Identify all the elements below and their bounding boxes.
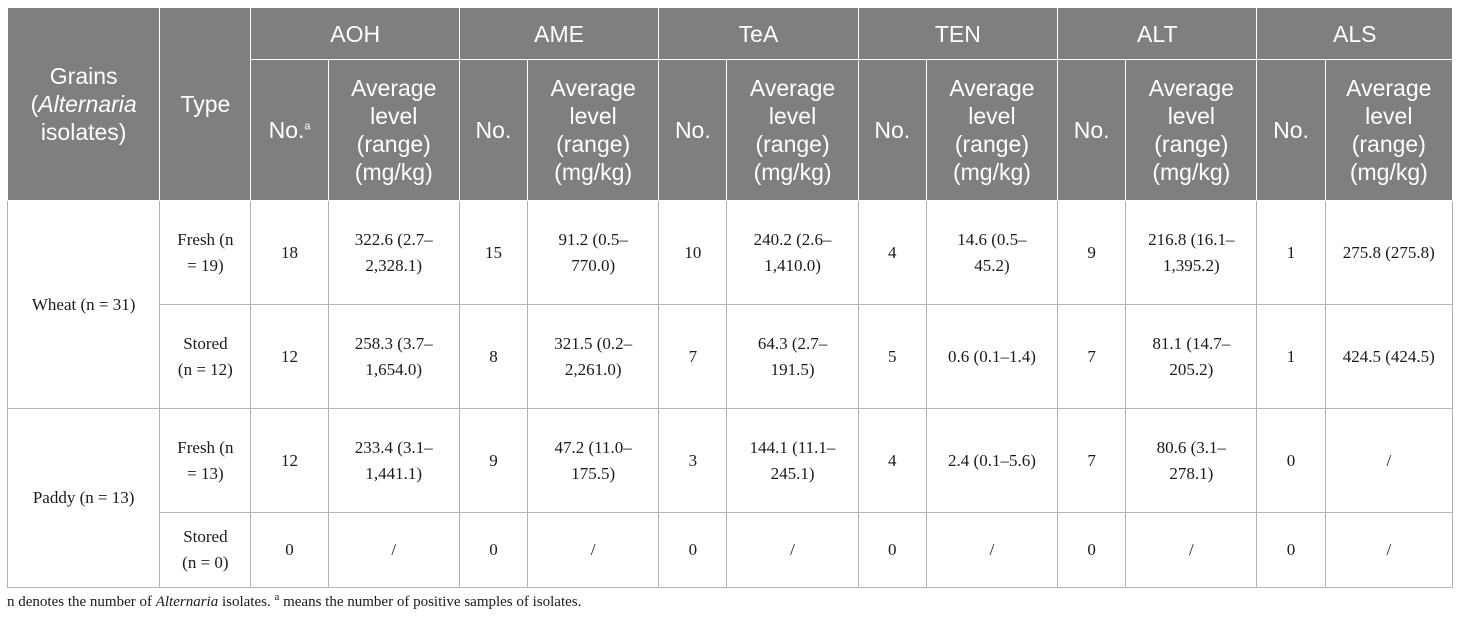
count-cell: 5 (857, 304, 927, 409)
header-group-aoh: AOH (250, 7, 460, 60)
table-footnote: n denotes the number of Alternaria isola… (7, 591, 582, 611)
count-cell: 0 (1256, 408, 1326, 513)
header-avg-als: Average level (range) (mg/kg) (1324, 59, 1454, 201)
count-cell: 12 (250, 304, 329, 409)
table-row: Paddy (n = 13) Fresh (n = 13) 12 233.4 (3.1… (6, 408, 1454, 588)
average-level-cell: 80.6 (3.1–278.1) (1125, 408, 1258, 513)
count-cell: 0 (250, 512, 329, 588)
average-level-cell: 2.4 (0.1–5.6) (925, 408, 1059, 513)
average-level-cell: 233.4 (3.1–1,441.1) (327, 408, 460, 513)
average-level-cell: 240.2 (2.6–1,410.0) (726, 200, 859, 305)
header-avg-tea: Average level (range) (mg/kg) (726, 59, 859, 201)
average-level-cell: / (925, 512, 1059, 588)
table-row: Stored (n = 12) 12 258.3 (3.7–1,654.0) 8 321… (8, 304, 1454, 409)
average-level-cell: 14.6 (0.5–45.2) (925, 200, 1059, 305)
table-row: Stored (n = 0) 0/0/0/0/0/0/ (8, 512, 1454, 588)
count-cell: 4 (857, 200, 927, 305)
count-cell: 7 (658, 304, 728, 409)
average-level-cell: 216.8 (16.1–1,395.2) (1125, 200, 1258, 305)
table-row: Wheat (n = 31) Fresh (n = 19) 18 322.6 (2.7… (6, 200, 1454, 409)
average-level-cell: / (1324, 408, 1454, 513)
header-no-ten: No. (857, 59, 927, 201)
header-no-tea: No. (658, 59, 728, 201)
type-cell: Stored (n = 12) (159, 304, 252, 409)
average-level-cell: 275.8 (275.8) (1324, 200, 1454, 305)
count-cell: 9 (458, 408, 529, 513)
header-grains: Grains (Alternaria isolates) (6, 7, 161, 201)
count-cell: 0 (1057, 512, 1127, 588)
header-no-als: No. (1256, 59, 1326, 201)
count-cell: 0 (857, 512, 927, 588)
average-level-cell: / (527, 512, 660, 588)
count-cell: 8 (458, 304, 529, 409)
count-cell: 3 (658, 408, 728, 513)
average-level-cell: / (327, 512, 460, 588)
average-level-cell: 91.2 (0.5–770.0) (527, 200, 660, 305)
grain-group-cell: Paddy (n = 13) (6, 408, 161, 588)
count-cell: 1 (1256, 304, 1326, 409)
count-cell: 4 (857, 408, 927, 513)
type-cell: Stored (n = 0) (159, 512, 252, 588)
header-group-tea: TeA (658, 7, 859, 60)
count-cell: 0 (658, 512, 728, 588)
count-cell: 0 (458, 512, 529, 588)
average-level-cell: / (726, 512, 859, 588)
average-level-cell: 144.1 (11.1–245.1) (726, 408, 859, 513)
count-cell: 10 (658, 200, 728, 305)
header-no-ame: No. (458, 59, 529, 201)
count-cell: 7 (1057, 304, 1127, 409)
header-avg-aoh: Average level (range) (mg/kg) (327, 59, 460, 201)
header-group-als: ALS (1256, 7, 1453, 60)
count-cell: 12 (250, 408, 329, 513)
average-level-cell: 322.6 (2.7–2,328.1) (327, 200, 460, 305)
header-avg-alt: Average level (range) (mg/kg) (1125, 59, 1258, 201)
count-cell: 9 (1057, 200, 1127, 305)
header-group-ten: TEN (857, 7, 1059, 60)
average-level-cell: / (1125, 512, 1258, 588)
count-cell: 18 (250, 200, 329, 305)
header-avg-ame: Average level (range) (mg/kg) (527, 59, 660, 201)
type-cell: Fresh (n = 13) (159, 408, 252, 513)
header-group-alt: ALT (1057, 7, 1258, 60)
average-level-cell: 424.5 (424.5) (1324, 304, 1454, 409)
data-table: Grains (Alternaria isolates) Type AOH AME … (6, 7, 1454, 588)
average-level-cell: 0.6 (0.1–1.4) (925, 304, 1059, 409)
count-cell: 15 (458, 200, 529, 305)
type-cell: Fresh (n = 19) (159, 200, 252, 305)
grain-group-cell: Wheat (n = 31) (6, 200, 161, 409)
average-level-cell: 47.2 (11.0–175.5) (527, 408, 660, 513)
header-no-aoh: No.a (250, 59, 329, 201)
count-cell: 7 (1057, 408, 1127, 513)
header-avg-ten: Average level (range) (mg/kg) (925, 59, 1059, 201)
average-level-cell: 81.1 (14.7–205.2) (1125, 304, 1258, 409)
average-level-cell: 258.3 (3.7–1,654.0) (327, 304, 460, 409)
average-level-cell: 321.5 (0.2–2,261.0) (527, 304, 660, 409)
count-cell: 0 (1256, 512, 1326, 588)
count-cell: 1 (1256, 200, 1326, 305)
average-level-cell: 64.3 (2.7–191.5) (726, 304, 859, 409)
header-no-alt: No. (1057, 59, 1127, 201)
header-type: Type (159, 7, 252, 201)
average-level-cell: / (1324, 512, 1454, 588)
header-group-ame: AME (458, 7, 660, 60)
